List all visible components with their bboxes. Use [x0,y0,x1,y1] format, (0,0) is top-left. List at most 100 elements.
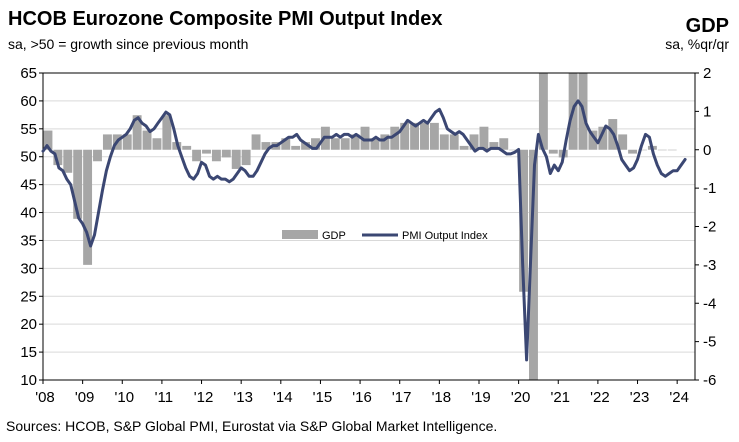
gdp-bar-2008Q4 [73,149,83,219]
gdp-bar-2014Q3 [301,142,311,150]
gdp-bar-2009Q2 [93,149,102,162]
gdp-bar-2015Q4 [350,134,360,150]
chart-title: HCOB Eurozone Composite PMI Output Index [8,8,443,30]
gdp-bar-2012Q3 [221,149,231,158]
x-tick-label-2: '10 [114,389,134,406]
left-tick-label-6: 40 [20,205,37,222]
x-tick-label-7: '15 [313,389,333,406]
left-tick-label-2: 20 [20,316,37,333]
right-axis-ticks: -6 -5 -4 -3 -2 -1 0 1 2 [695,65,716,389]
gdp-bar-2023Q3 [657,149,667,151]
left-tick-label-1: 15 [20,344,37,361]
gdp-bar-2017Q4 [429,122,439,150]
gdp-bar-2011Q3 [182,145,192,150]
gdp-bar-2012Q1 [202,149,211,154]
x-tick-label-14: '22 [590,389,610,406]
x-tick-label-3: '11 [155,389,173,406]
gdp-bar-2022Q4 [628,149,638,154]
x-tick-label-15: '23 [630,389,650,406]
right-axis-title: GDP [685,15,729,37]
gdp-bar-2010Q3 [142,130,152,150]
x-tick-label-12: '20 [511,389,531,406]
gdp-bar-2022Q1 [598,126,608,150]
x-tick-label-11: '19 [471,389,491,406]
gdp-bar-2014Q2 [291,145,301,150]
gdp-bar-2012Q4 [231,149,241,169]
gdp-bar-2021Q4 [588,130,598,150]
gdp-bar-2018Q4 [469,134,479,150]
gdp-bar-2023Q4 [667,149,677,151]
left-tick-label-0: 10 [20,372,37,389]
gdp-bar-2012Q2 [211,149,221,162]
legend-pmi-label: PMI Output Index [402,230,488,242]
gdp-bar-2010Q1 [122,134,132,150]
gdp-bar-2011Q1 [162,115,172,150]
gdp-bar-2008Q1 [43,130,53,150]
gdp-bar-2013Q3 [261,142,271,150]
left-tick-label-7: 45 [20,177,37,194]
gdp-bar-2009Q3 [102,134,112,150]
gdp-bar-2019Q2 [489,142,499,150]
gdp-bar-2019Q3 [499,138,509,150]
gdp-bar-2008Q3 [63,149,73,173]
gdp-bar-2020Q3 [538,73,548,150]
gdp-bar-2011Q4 [192,149,202,162]
gdp-bar-2016Q1 [360,126,370,150]
x-tick-label-9: '17 [392,389,412,406]
left-tick-label-4: 30 [20,260,37,277]
pmi-line [41,99,687,362]
x-tick-label-1: '09 [75,389,95,406]
gdp-bar-2013Q1 [241,149,251,166]
left-tick-label-10: 60 [20,93,37,110]
source-note: Sources: HCOB, S&P Global PMI, Eurostat … [6,418,498,434]
gdp-bar-2017Q3 [420,122,429,150]
gdp-bar-2009Q1 [83,149,93,265]
legend: GDP PMI Output Index [282,230,488,242]
left-axis-ticks: 10 15 20 25 30 35 40 45 50 55 60 65 [20,65,43,389]
right-tick-label-5: -1 [703,180,716,197]
gdp-bar-2020Q4 [548,149,558,154]
gdp-bar-2018Q2 [449,134,459,150]
x-tick-label-8: '16 [352,389,372,406]
gdp-bars [43,73,677,380]
gdp-bar-2015Q2 [330,138,340,150]
gdp-bar-2017Q2 [410,122,420,150]
right-tick-label-7: 1 [703,103,711,120]
right-tick-label-2: -4 [703,295,716,312]
gdp-bar-2015Q3 [340,138,350,150]
left-tick-label-9: 55 [20,121,37,138]
chart-subtitle: sa, >50 = growth since previous month [8,36,249,52]
gdp-bar-2018Q1 [439,134,449,150]
right-tick-label-0: -6 [703,372,716,389]
x-tick-label-0: '08 [35,389,55,406]
left-tick-label-8: 50 [20,149,37,166]
gdp-bar-2019Q1 [479,126,489,150]
legend-gdp-swatch [282,230,318,239]
gdp-bar-2014Q4 [311,138,320,150]
gdp-bar-2016Q4 [390,126,400,150]
gdp-bar-2020Q1 [519,149,529,292]
right-tick-label-3: -3 [703,257,716,274]
x-tick-label-10: '18 [432,389,452,406]
right-tick-label-8: 2 [703,65,711,82]
gdp-bar-2008Q2 [53,149,63,166]
x-tick-label-5: '13 [233,389,253,406]
gdp-bar-2022Q3 [618,134,628,150]
left-tick-label-3: 25 [20,288,37,305]
x-axis-ticks: '08 '09 '10 '11 '12 '13 '14 '15 '16 '17 '18 '19 '20 '… [35,380,689,406]
x-tick-label-6: '14 [273,389,293,406]
right-tick-label-1: -5 [703,334,716,351]
gdp-bar-2023Q1 [638,149,647,151]
gdp-bar-2016Q3 [380,134,390,150]
gdp-bar-2019Q4 [509,149,519,151]
left-tick-label-11: 65 [20,65,37,82]
gdp-bar-2017Q1 [400,122,410,150]
right-tick-label-6: 0 [703,142,711,159]
right-tick-label-4: -2 [703,219,716,236]
x-tick-label-16: '24 [669,389,689,406]
gridlines [43,72,695,353]
left-tick-label-5: 35 [20,232,37,249]
x-tick-label-4: '12 [194,389,214,406]
gdp-bar-2010Q2 [132,115,142,150]
